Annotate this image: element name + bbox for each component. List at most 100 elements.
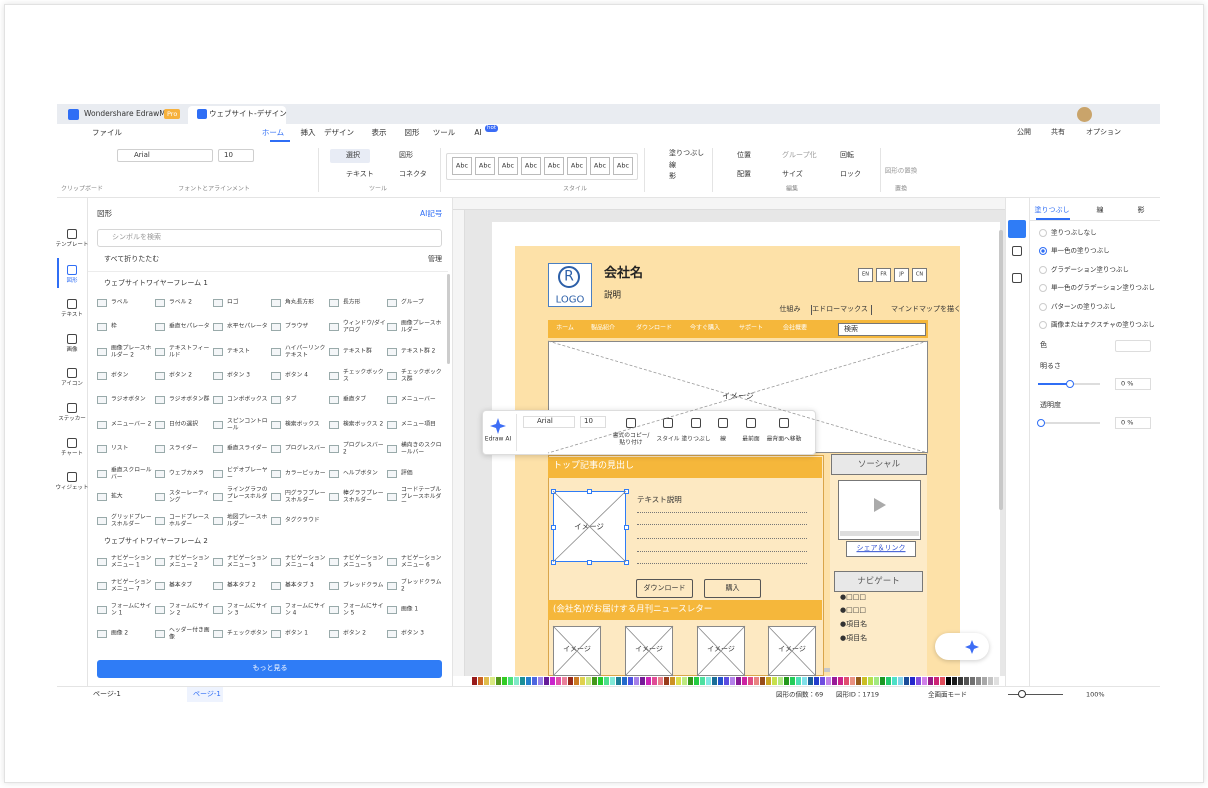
shape-name[interactable]: ナビゲーションメニュー 7: [111, 579, 152, 592]
color-swatch[interactable]: [598, 677, 603, 685]
color-swatch[interactable]: [832, 677, 837, 685]
shape-name[interactable]: ボタン 3: [401, 630, 424, 637]
shape-name[interactable]: ハイパーリンクテキスト: [285, 345, 326, 358]
radio[interactable]: [1039, 284, 1047, 292]
shape-icon[interactable]: [387, 582, 397, 590]
color-swatch[interactable]: [964, 677, 969, 685]
shape-icon[interactable]: [387, 421, 397, 429]
shape-icon[interactable]: [271, 445, 281, 453]
color-swatch[interactable]: [478, 677, 483, 685]
shape-icon[interactable]: [155, 372, 165, 380]
shape-icon[interactable]: [97, 396, 107, 404]
edit-button[interactable]: グループ化: [782, 151, 817, 160]
shape-icon[interactable]: [213, 372, 223, 380]
shape-icon[interactable]: [97, 517, 107, 525]
shape-name[interactable]: ナビゲーションメニュー 5: [343, 555, 384, 568]
shape-name[interactable]: タブ: [285, 396, 297, 403]
shape-icon[interactable]: [97, 299, 107, 307]
color-swatch[interactable]: [484, 677, 489, 685]
color-swatch[interactable]: [730, 677, 735, 685]
color-swatch[interactable]: [748, 677, 753, 685]
ribbon-tab[interactable]: ツール: [432, 127, 456, 137]
radio[interactable]: [1039, 247, 1047, 255]
shape-name[interactable]: 画像 1: [401, 606, 419, 613]
shape-name[interactable]: 検索ボックス: [285, 421, 320, 428]
color-swatch[interactable]: [790, 677, 795, 685]
shape-icon[interactable]: [387, 372, 397, 380]
shape-name[interactable]: タグクラウド: [285, 517, 320, 524]
shape-icon[interactable]: [329, 470, 339, 478]
ft-icon[interactable]: [691, 418, 701, 428]
color-swatch[interactable]: [574, 677, 579, 685]
shape-icon[interactable]: [155, 582, 165, 590]
color-swatch[interactable]: [646, 677, 651, 685]
shape-name[interactable]: ボタン 1: [285, 630, 308, 637]
shape-name[interactable]: 棒グラフプレースホルダー: [343, 490, 384, 503]
shape-icon[interactable]: [387, 348, 397, 356]
shape-name[interactable]: 画像 2: [111, 630, 129, 637]
fill-option[interactable]: 塗りつぶしなし: [1051, 228, 1097, 237]
tool-button[interactable]: テキスト: [346, 170, 374, 179]
shape-icon[interactable]: [97, 372, 107, 380]
shape-icon[interactable]: [97, 421, 107, 429]
sidebar-label[interactable]: 図形: [66, 277, 78, 284]
shape-name[interactable]: テキスト群: [343, 348, 372, 355]
shape-name[interactable]: 垂直タブ: [343, 396, 367, 403]
ribbon-tab[interactable]: AI: [474, 127, 482, 137]
shape-name[interactable]: カラーピッカー: [285, 470, 326, 477]
style-swatch[interactable]: [452, 157, 472, 175]
replace-button[interactable]: 図形の置換: [884, 166, 918, 175]
shape-name[interactable]: スピンコントロール: [227, 418, 268, 431]
shape-icon[interactable]: [155, 558, 165, 566]
shape-icon[interactable]: [387, 396, 397, 404]
shape-name[interactable]: プログレスバー: [285, 445, 326, 452]
shape-icon[interactable]: [155, 630, 165, 638]
shape-name[interactable]: 基本タブ: [169, 582, 193, 589]
shape-icon[interactable]: [387, 493, 397, 501]
color-swatch[interactable]: [556, 677, 561, 685]
shape-icon[interactable]: [97, 606, 107, 614]
color-swatch[interactable]: [502, 677, 507, 685]
strip-active[interactable]: [1008, 220, 1026, 238]
color-swatch[interactable]: [934, 677, 939, 685]
color-swatch[interactable]: [520, 677, 525, 685]
shape-icon[interactable]: [97, 630, 107, 638]
ribbon-tab[interactable]: 表示: [371, 127, 387, 137]
panel-tab[interactable]: 線: [1096, 206, 1104, 215]
sidebar-icon[interactable]: [67, 299, 77, 309]
style-label[interactable]: Abc: [478, 161, 492, 170]
color-swatch[interactable]: [682, 677, 687, 685]
color-swatch[interactable]: [802, 677, 807, 685]
shape-name[interactable]: フォームにサイン 5: [343, 603, 384, 616]
shape-name[interactable]: ブレッドクラム 2: [401, 579, 442, 592]
fill-option[interactable]: 単一色のグラデーション塗りつぶし: [1051, 283, 1155, 292]
color-swatch[interactable]: [904, 677, 909, 685]
slider-thumb[interactable]: [1037, 419, 1045, 427]
shape-icon[interactable]: [97, 348, 107, 356]
shape-icon[interactable]: [329, 396, 339, 404]
shape-icon[interactable]: [97, 470, 107, 478]
menu-action[interactable]: 共有: [1051, 128, 1065, 137]
color-swatch[interactable]: [892, 677, 897, 685]
shape-icon[interactable]: [213, 517, 223, 525]
color-swatch[interactable]: [724, 677, 729, 685]
color-swatch[interactable]: [874, 677, 879, 685]
shape-name[interactable]: ウィンドウ/ダイアログ: [343, 320, 386, 333]
panel-tab[interactable]: 影: [1137, 206, 1145, 215]
sidebar-label[interactable]: アイコン: [61, 380, 83, 387]
shape-icon[interactable]: [329, 606, 339, 614]
menu-action[interactable]: オプション: [1086, 128, 1121, 137]
style-swatch[interactable]: [521, 157, 541, 175]
color-swatch[interactable]: [634, 677, 639, 685]
shape-icon[interactable]: [329, 558, 339, 566]
radio[interactable]: [1039, 321, 1047, 329]
shape-name[interactable]: チェックボタン: [227, 630, 268, 637]
shape-icon[interactable]: [155, 606, 165, 614]
sidebar-label[interactable]: チャート: [61, 450, 83, 457]
shape-name[interactable]: 垂直スクロールバー: [111, 467, 152, 480]
sidebar-label[interactable]: ステッカー: [58, 415, 86, 422]
sidebar-label[interactable]: ウィジェット: [55, 484, 89, 491]
shape-name[interactable]: コンボボックス: [227, 396, 268, 403]
sidebar-label[interactable]: テンプレート: [55, 241, 89, 248]
shape-name[interactable]: フォームにサイン 2: [169, 603, 210, 616]
